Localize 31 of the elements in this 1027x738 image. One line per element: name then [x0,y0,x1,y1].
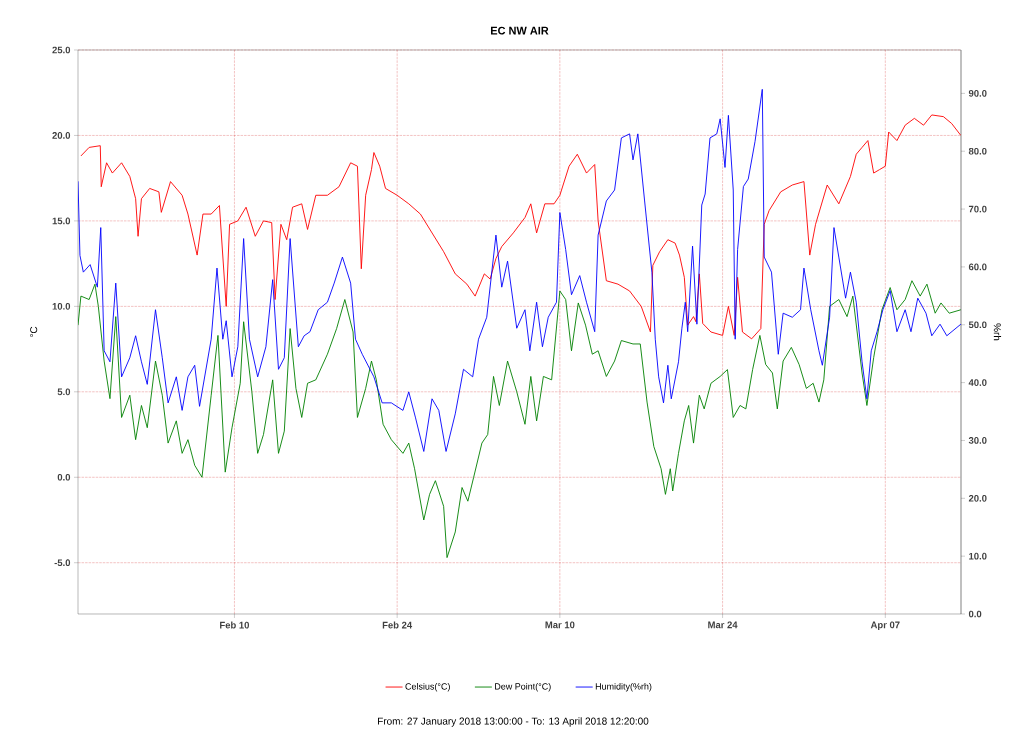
y2-tick-label: 40.0 [968,379,987,386]
y-tick-label: 25.0 [52,46,71,54]
x-tick-label: Mar 24 [708,621,738,629]
line-series [78,88,962,452]
chart-title: EC NW AIR [491,26,549,35]
y2-tick-label: 70.0 [968,205,987,213]
y2-tick-label: 60.0 [968,263,987,271]
y-tick-label: 10.0 [52,303,71,310]
y2-tick-label: 50.0 [968,321,987,329]
x-tick-label: Mar 10 [545,621,575,629]
x-tick-label: Feb 10 [220,621,250,629]
y-tick-label: 0.0 [57,473,71,481]
legend-label: Celsius(°C) [405,683,450,692]
y-axis-title: °C [30,326,38,337]
y-tick-label: -5.0 [54,559,71,567]
legend-label: Dew Point(°C) [495,683,551,692]
y-tick-label: 15.0 [52,217,71,225]
x-tick-label: Apr 07 [870,621,900,631]
y2-axis-title: %rh [993,323,1002,341]
line-series [78,280,962,559]
y2-tick-label: 0.0 [968,610,982,618]
y2-tick-label: 10.0 [969,552,987,560]
y2-tick-label: 20.0 [968,494,987,502]
y2-tick-label: 90.0 [968,90,987,97]
x-tick-label: Feb 24 [382,621,413,629]
y-tick-label: 5.0 [57,388,71,396]
legend-label: Humidity(%rh) [595,683,652,692]
text: From: 27 January 2018 13:00:00 - To: 13 April 2018 12:20:00 [378,717,649,727]
y-tick-label: 20.0 [52,132,71,139]
y2-tick-label: 30.0 [968,437,987,444]
y2-tick-label: 80.0 [968,147,987,155]
